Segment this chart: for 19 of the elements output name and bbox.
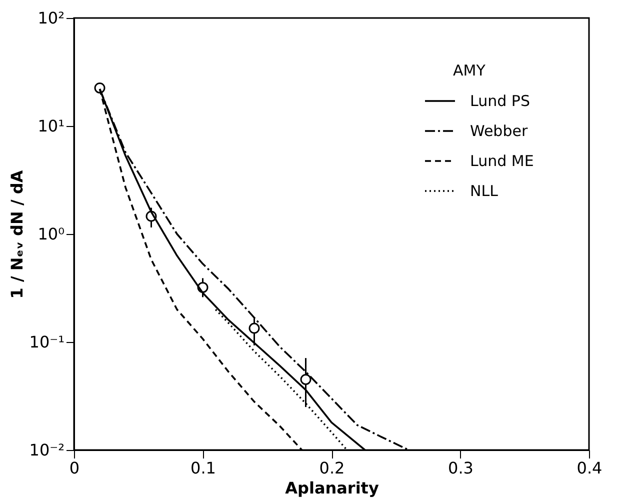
x-tick-label: 0.4 — [576, 458, 602, 478]
point — [248, 322, 260, 334]
legend-label: Lund ME — [470, 152, 534, 170]
y-tick-label: 10⁰ — [38, 224, 64, 244]
legend-label: Lund PS — [470, 92, 530, 110]
x-tick-label: 0.3 — [448, 458, 474, 478]
y-tick-label: 10⁻² — [29, 440, 64, 460]
x-axis-title: Aplanarity — [285, 478, 380, 498]
text: AMY — [453, 62, 486, 80]
y-axis-title: 1 / Nₑᵥ dN / dA — [7, 170, 26, 299]
y-tick-label: 10⁻¹ — [29, 332, 64, 352]
x-tick-label: 0.2 — [319, 458, 345, 478]
x-tick-label: 0 — [69, 458, 80, 478]
legend-label: NLL — [470, 182, 499, 200]
y-tick-label: 10² — [38, 8, 64, 28]
x-tick-label: 0.1 — [190, 458, 216, 478]
legend-label: Webber — [470, 122, 528, 140]
y-tick-label: 10¹ — [38, 116, 64, 136]
point — [300, 374, 312, 385]
